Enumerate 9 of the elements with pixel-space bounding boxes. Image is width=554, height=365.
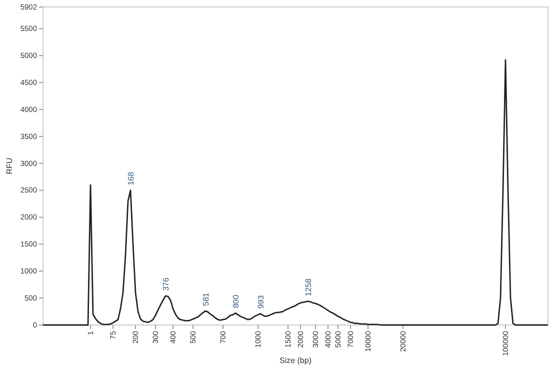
annotation: 993 xyxy=(256,294,266,309)
annotation: 581 xyxy=(202,292,210,306)
annotation: 376 xyxy=(162,277,170,291)
line-series xyxy=(42,59,549,326)
y-axis-title: RFU xyxy=(5,158,14,174)
annotation: 800 xyxy=(232,294,240,308)
x-axis-title: Size (bp) xyxy=(279,356,312,365)
annotation: 168 xyxy=(126,171,136,186)
annotation: 1258 xyxy=(304,278,313,296)
